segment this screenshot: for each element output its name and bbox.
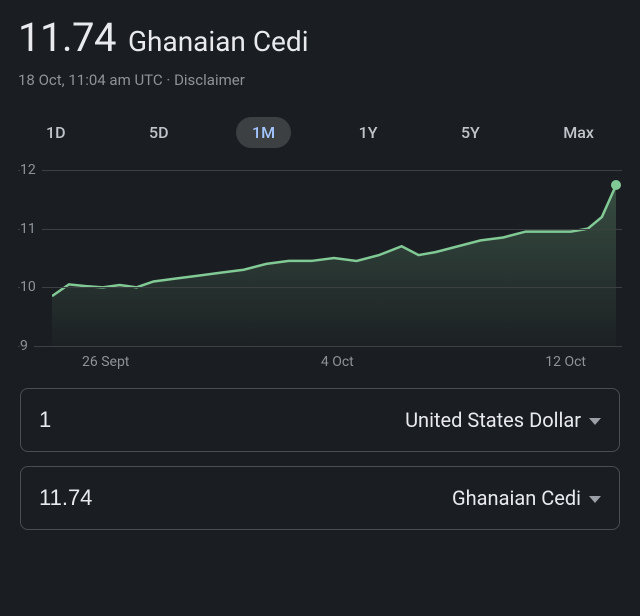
meta-line: 18 Oct, 11:04 am UTC · Disclaimer (18, 71, 622, 89)
currency-label: Ghanaian Cedi (452, 486, 581, 510)
converter-rows: United States Dollar Ghanaian Cedi (18, 388, 622, 530)
exchange-rate-chart[interactable]: 26 Sept4 Oct12 Oct 9101112 (18, 170, 622, 370)
range-tab-max[interactable]: Max (547, 117, 610, 148)
chart-end-marker (611, 180, 621, 190)
y-axis-label: 10 (20, 279, 42, 295)
gridline (18, 287, 622, 288)
rate-value: 11.74 (18, 14, 116, 61)
rate-header: 11.74 Ghanaian Cedi (18, 14, 622, 61)
x-axis-label: 12 Oct (545, 354, 586, 370)
timestamp: 18 Oct, 11:04 am UTC (18, 71, 163, 89)
range-tab-1y[interactable]: 1Y (343, 117, 394, 148)
currency-selector[interactable]: United States Dollar (405, 408, 601, 432)
meta-separator: · (163, 71, 174, 89)
currency-label: United States Dollar (405, 408, 581, 432)
chevron-down-icon (589, 496, 601, 503)
gridline (18, 170, 622, 171)
range-tabs: 1D 5D 1M 1Y 5Y Max (30, 117, 610, 148)
currency-selector[interactable]: Ghanaian Cedi (452, 486, 601, 510)
x-axis-label: 4 Oct (321, 354, 354, 370)
amount-input[interactable] (39, 485, 179, 511)
converter-row: United States Dollar (20, 388, 620, 452)
y-axis-label: 11 (20, 221, 42, 237)
rate-currency-name: Ghanaian Cedi (128, 25, 309, 58)
gridline (18, 229, 622, 230)
range-tab-1d[interactable]: 1D (30, 117, 82, 148)
disclaimer-link[interactable]: Disclaimer (174, 71, 245, 89)
chevron-down-icon (589, 418, 601, 425)
converter-row: Ghanaian Cedi (20, 466, 620, 530)
gridline (18, 346, 622, 347)
range-tab-1m[interactable]: 1M (236, 117, 291, 148)
y-axis-label: 9 (20, 338, 34, 354)
amount-input[interactable] (39, 407, 179, 433)
range-tab-5d[interactable]: 5D (133, 117, 185, 148)
y-axis-label: 12 (20, 162, 42, 178)
x-axis-label: 26 Sept (82, 354, 129, 370)
range-tab-5y[interactable]: 5Y (445, 117, 496, 148)
chart-area (52, 185, 616, 346)
